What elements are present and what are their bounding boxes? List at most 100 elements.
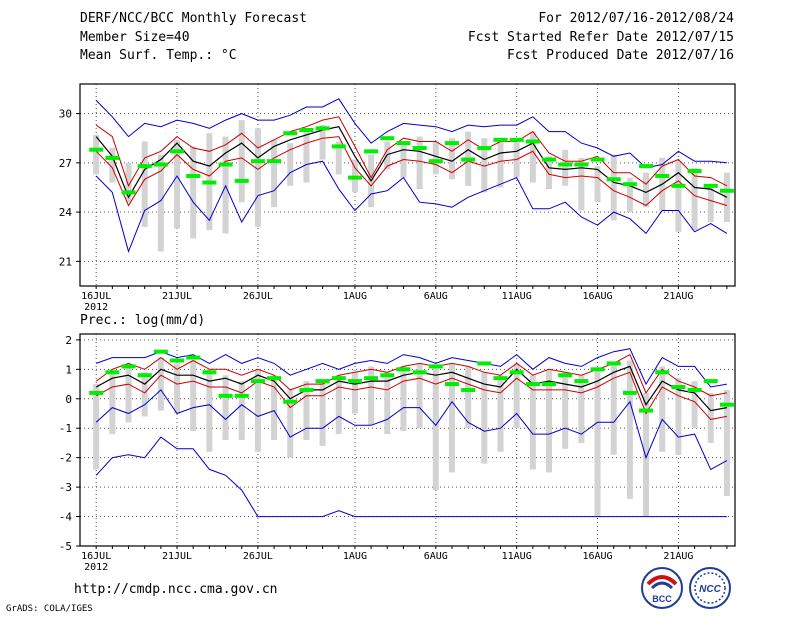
temperature-mean-mark (444, 141, 459, 146)
temperature-range-box (675, 161, 682, 232)
temperature-range-box (448, 138, 455, 180)
precipitation-mean-mark (461, 387, 476, 392)
temperature-xtick-label: 1AUG (343, 291, 367, 302)
precipitation-mean-mark (170, 358, 185, 363)
precipitation-mean-mark (347, 379, 362, 384)
precipitation-range-box (707, 392, 714, 443)
source-url[interactable]: http://cmdp.ncc.cma.gov.cn (74, 582, 278, 597)
precipitation-mean-mark (542, 382, 557, 387)
temperature-upper-line (95, 116, 728, 188)
temperature-mean-mark (493, 137, 508, 142)
precipitation-range-box (562, 372, 569, 449)
precipitation-range-box (594, 369, 601, 517)
temperature-range-box (238, 120, 245, 203)
precipitation-range-box (319, 381, 326, 446)
temperature-mean-mark (590, 157, 605, 162)
temperature-year-label: 2012 (84, 302, 108, 313)
member-size-label: Member Size=40 (80, 30, 190, 45)
precipitation-range-box (659, 366, 666, 452)
temperature-xtick-label: 11AUG (502, 291, 532, 302)
temperature-mean-mark (396, 141, 411, 146)
precipitation-mean-mark (299, 387, 314, 392)
precipitation-range-box (368, 366, 375, 426)
precipitation-range-box (303, 381, 310, 440)
precipitation-mean-mark (671, 385, 686, 389)
precipitation-range-box (691, 381, 698, 429)
precipitation-range-box (626, 360, 633, 499)
precipitation-mean-mark (234, 393, 249, 398)
temperature-mean-mark (218, 162, 233, 167)
precipitation-range-box (529, 375, 536, 470)
start-refer-date-label: Fcst Started Refer Date 2012/07/15 (467, 30, 734, 45)
precipitation-mean-mark (639, 408, 654, 413)
temperature-range-box (93, 134, 100, 175)
precipitation-mean-mark (202, 370, 217, 375)
temperature-mean-mark (364, 149, 379, 154)
temperature-ytick-label: 30 (59, 108, 72, 121)
precipitation-min-line (95, 389, 728, 471)
precipitation-mean-mark (606, 361, 621, 366)
precipitation-range-box (190, 360, 197, 432)
temperature-range-box (626, 177, 633, 213)
temperature-frame (79, 83, 736, 287)
temperature-mean-mark (477, 146, 492, 151)
temperature-xtick-label: 26JUL (243, 291, 273, 302)
precipitation-ytick-label: 2 (65, 334, 72, 347)
temperature-mean-mark (137, 164, 152, 169)
precipitation-mean-mark (719, 402, 734, 407)
precipitation-mean-mark (315, 379, 330, 384)
precipitation-range-box (723, 389, 730, 496)
precipitation-range-box (271, 375, 278, 440)
precipitation-range-box (125, 366, 132, 423)
precipitation-mean-mark (655, 370, 670, 375)
temperature-range-box (546, 156, 553, 190)
temperature-range-box (254, 128, 261, 227)
precipitation-range-box (400, 366, 407, 432)
precipitation-range-box (351, 372, 358, 414)
temperature-range-box (109, 148, 116, 183)
temperature-range-box (287, 143, 294, 186)
precipitation-mean-mark (283, 399, 298, 404)
precipitation-xtick-label: 6AUG (424, 551, 448, 562)
precipitation-mean-mark (105, 370, 120, 375)
precipitation-max-line (96, 348, 727, 388)
forecast-period-label: For 2012/07/16-2012/08/24 (538, 11, 734, 26)
temperature-mean-mark (186, 173, 201, 178)
temperature-max-line (95, 98, 727, 169)
precipitation-range-box (384, 372, 391, 435)
temperature-range-box (432, 141, 439, 175)
temperature-mean-mark (105, 155, 120, 160)
temperature-range-box (481, 138, 488, 193)
precipitation-xtick-label: 16AUG (582, 551, 612, 562)
bcc-logo: BCC (641, 567, 683, 609)
temperature-range-box (335, 141, 342, 175)
precipitation-mean-mark (428, 364, 443, 369)
temperature-range-box (271, 139, 278, 208)
precipitation-mean-mark (687, 387, 702, 392)
precipitation-mean-mark (622, 390, 637, 395)
temperature-mean-mark (542, 157, 557, 162)
temperature-mean-mark (89, 147, 104, 152)
temperature-range-box (594, 166, 601, 203)
temperature-mean-mark (234, 178, 249, 183)
precipitation-range-box (109, 369, 116, 435)
precipitation-mean-mark (186, 355, 201, 360)
precipitation-ytick-label: -2 (59, 452, 72, 465)
temperature-mean-mark (719, 188, 734, 193)
precipitation-range-box (546, 369, 553, 473)
precipitation-range-box (93, 384, 100, 470)
temperature-xtick-label: 16AUG (582, 291, 612, 302)
precipitation-lower-line (95, 371, 727, 420)
temperature-mean-mark (655, 173, 670, 178)
precipitation-mean-mark (218, 393, 233, 398)
temperature-range-box (610, 154, 617, 221)
precipitation-xtick-label: 1AUG (343, 551, 367, 562)
precipitation-ytick-label: -1 (59, 422, 72, 435)
precipitation-year-label: 2012 (84, 562, 108, 573)
temperature-mean-mark (509, 137, 524, 142)
precipitation-mean-mark (493, 376, 508, 381)
temperature-min-line (95, 160, 728, 254)
temperature-range-box (125, 162, 132, 203)
temperature-mean-mark (606, 177, 621, 182)
